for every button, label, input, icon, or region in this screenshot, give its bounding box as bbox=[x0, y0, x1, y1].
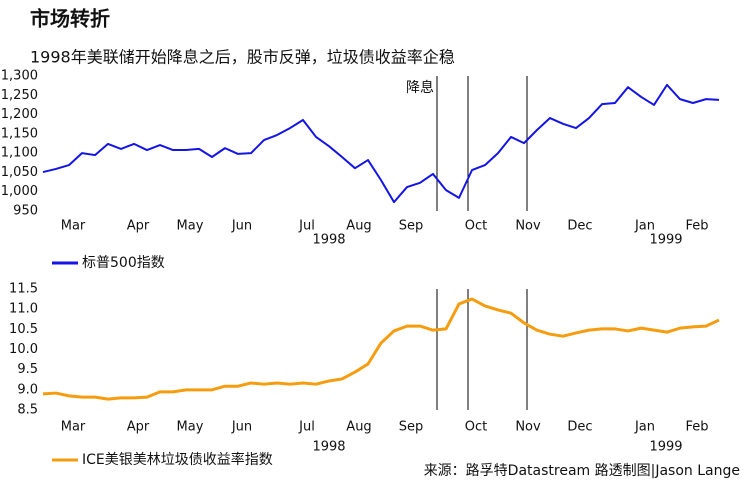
x-tick-label: Mar bbox=[61, 219, 86, 234]
x-tick-label: Sep bbox=[399, 219, 424, 234]
legend-label: 标普500指数 bbox=[82, 255, 165, 271]
x-tick-label: Apr bbox=[127, 420, 150, 435]
y-tick-label: 1,200 bbox=[1, 107, 38, 122]
x-tick-label: Jan bbox=[634, 219, 655, 234]
x-tick-label: Jan bbox=[634, 420, 655, 435]
y-tick-label: 9.0 bbox=[17, 382, 38, 397]
y-tick-label: 1,100 bbox=[1, 146, 38, 161]
x-tick-label: Nov bbox=[515, 219, 541, 234]
legend-label: ICE美银美林垃圾债收益率指数 bbox=[82, 451, 273, 468]
x-tick-label: Nov bbox=[515, 420, 541, 435]
year-label: 1998 bbox=[312, 233, 345, 248]
x-tick-label: Jul bbox=[298, 420, 315, 435]
x-tick-label: Apr bbox=[127, 219, 150, 234]
x-tick-label: Jun bbox=[231, 420, 252, 435]
line-series bbox=[42, 297, 720, 401]
y-tick-label: 8.5 bbox=[17, 403, 38, 418]
x-tick-label: Dec bbox=[567, 219, 592, 234]
x-tick-label: Sep bbox=[399, 420, 424, 435]
y-tick-label: 11.5 bbox=[9, 282, 38, 297]
x-tick-label: Oct bbox=[465, 219, 487, 234]
subtitle: 1998年美联储开始降息之后，股市反弹，垃圾债收益率企稳 bbox=[30, 48, 455, 67]
y-tick-label: 1,250 bbox=[1, 88, 38, 103]
x-tick-label: Jun bbox=[231, 219, 252, 234]
y-tick-label: 1,050 bbox=[1, 165, 38, 180]
y-tick-label: 950 bbox=[13, 204, 38, 219]
x-tick-label: Dec bbox=[567, 420, 592, 435]
x-tick-label: Aug bbox=[346, 420, 371, 435]
x-tick-label: Feb bbox=[685, 420, 708, 435]
year-label: 1999 bbox=[649, 233, 682, 248]
y-tick-label: 1,000 bbox=[1, 184, 38, 199]
x-tick-label: Feb bbox=[685, 219, 708, 234]
x-tick-label: Mar bbox=[61, 420, 86, 435]
annotation: 降息 bbox=[406, 79, 434, 96]
year-label: 1998 bbox=[312, 440, 345, 455]
source: 来源：路孚特Datastream 路透制图|Jason Lange bbox=[424, 463, 740, 479]
y-tick-label: 11.0 bbox=[9, 302, 38, 317]
year-label: 1999 bbox=[649, 440, 682, 455]
y-tick-label: 1,300 bbox=[1, 69, 38, 84]
x-tick-label: Jul bbox=[298, 219, 315, 234]
y-tick-label: 10.0 bbox=[9, 342, 38, 357]
title: 市场转折 bbox=[30, 7, 110, 31]
y-tick-label: 10.5 bbox=[9, 322, 38, 337]
y-tick-label: 9.5 bbox=[17, 362, 38, 377]
line-series bbox=[42, 83, 720, 204]
x-tick-label: Aug bbox=[346, 219, 371, 234]
x-tick-label: Oct bbox=[465, 420, 487, 435]
x-tick-label: May bbox=[177, 219, 204, 234]
y-tick-label: 1,150 bbox=[1, 126, 38, 141]
x-tick-label: May bbox=[177, 420, 204, 435]
